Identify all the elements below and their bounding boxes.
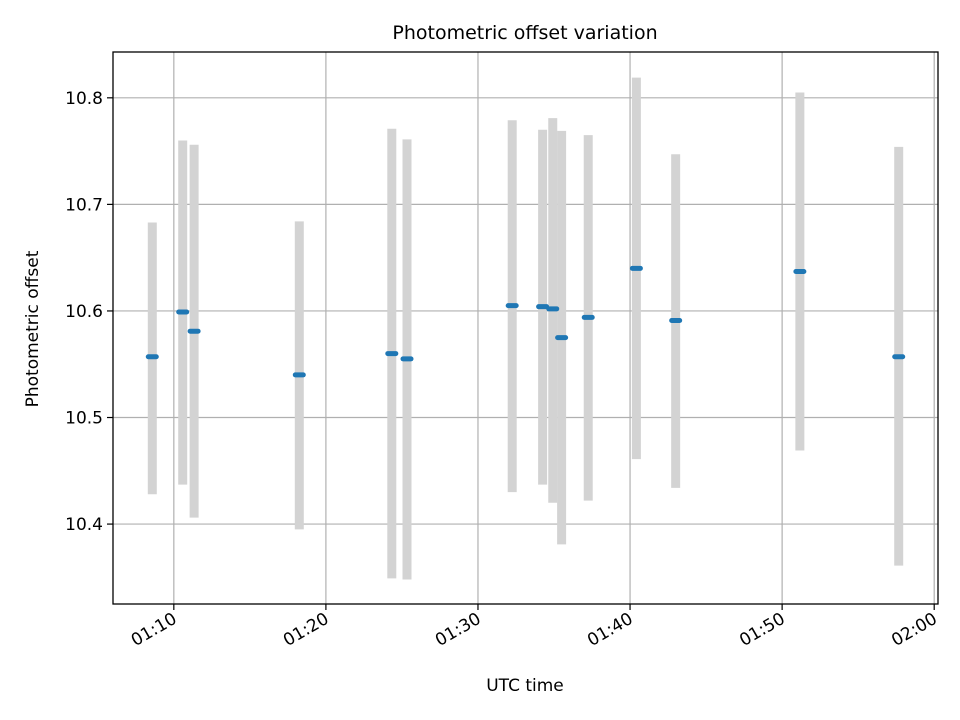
y-axis-label: Photometric offset (23, 250, 43, 407)
y-tick-label: 10.8 (65, 89, 103, 109)
y-tick-label: 10.6 (65, 302, 103, 322)
y-axis-ticks: 10.4 10.5 10.6 10.7 10.8 (65, 89, 113, 535)
y-tick-label: 10.4 (65, 515, 103, 535)
y-tick-label: 10.7 (65, 195, 103, 215)
chart-title: Photometric offset variation (392, 22, 657, 44)
plot-frame (112, 51, 939, 605)
y-tick-label: 10.5 (65, 409, 103, 429)
data-markers (145, 265, 906, 378)
x-axis-label: UTC time (486, 676, 564, 696)
